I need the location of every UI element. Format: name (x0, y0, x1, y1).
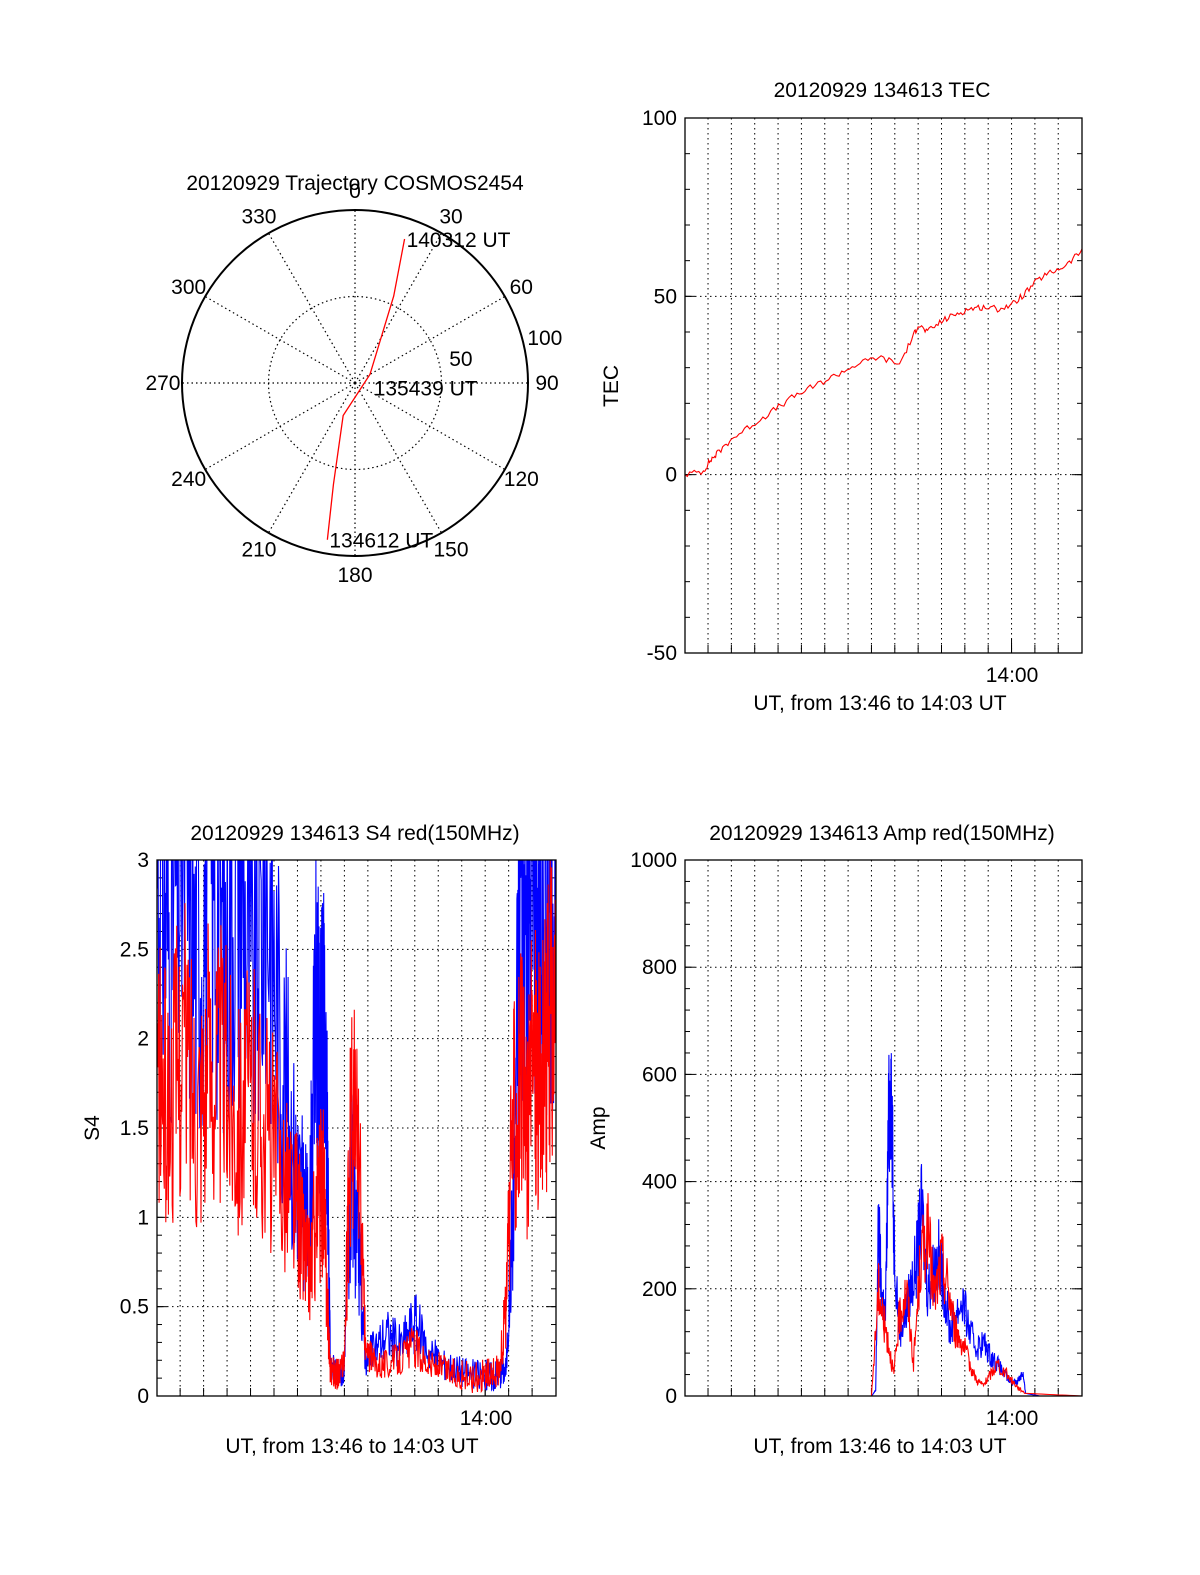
y-tick-label: 50 (654, 285, 677, 308)
s4-title: 20120929 134613 S4 red(150MHz) (190, 822, 519, 845)
s4-panel: 20120929 134613 S4 red(150MHz) S4 UT, fr… (81, 822, 557, 1458)
s4-xlabel: UT, from 13:46 to 14:03 UT (225, 1435, 478, 1458)
polar-angle-label: 0 (349, 180, 361, 203)
y-tick-label: 100 (642, 107, 677, 130)
s4-xtick-label: 14:00 (460, 1407, 513, 1430)
series-group (685, 1053, 1082, 1396)
y-tick-label: 2 (137, 1028, 149, 1051)
trajectory-line (326, 238, 406, 540)
y-tick-label: 1.5 (120, 1117, 149, 1140)
polar-spoke (354, 382, 506, 471)
polar-angle-label: 300 (171, 276, 206, 299)
polar-angle-label: 210 (241, 538, 276, 561)
y-tick-label: 1000 (630, 849, 677, 872)
y-tick-label: 200 (642, 1278, 677, 1301)
series-line-red (685, 248, 1082, 478)
polar-trajectory-panel: 20120929 Trajectory COSMOS2454 0 30 60 90 12… (145, 172, 562, 587)
polar-spoke (267, 382, 356, 534)
tec-xtick-label: 14:00 (986, 664, 1039, 687)
polar-angle-label: 180 (337, 564, 372, 587)
polar-grid (181, 209, 529, 557)
polar-spoke (354, 232, 443, 384)
tec-title: 20120929 134613 TEC (774, 79, 991, 102)
vertical-gridlines (707, 118, 1059, 653)
series-line-blue (157, 860, 556, 1392)
amp-title: 20120929 134613 Amp red(150MHz) (709, 822, 1055, 845)
horizontal-gridlines: -50 0 50 100 (642, 107, 1082, 665)
polar-angle-label: 330 (241, 206, 276, 229)
amp-xtick-label: 14:00 (986, 1407, 1039, 1430)
trajectory-time-label: 134612 UT (329, 530, 433, 553)
polar-spoke (267, 232, 356, 384)
polar-angle-label: 90 (535, 372, 558, 395)
plot-frame (684, 117, 1083, 654)
polar-spoke (204, 295, 356, 384)
polar-angle-label: 240 (171, 468, 206, 491)
y-tick-label: 800 (642, 956, 677, 979)
polar-spoke (354, 295, 506, 384)
polar-outer-circle (181, 209, 529, 557)
y-tick-label: 0.5 (120, 1296, 149, 1319)
polar-trajectory: 140312 UT 135439 UT 134612 UT (326, 229, 511, 553)
series-line-red (157, 860, 556, 1394)
series-line-blue (685, 1053, 1082, 1396)
y-tick-label: 400 (642, 1171, 677, 1194)
series-line-red (685, 1193, 1082, 1396)
horizontal-gridlines: 0 200 400 600 800 1000 (630, 849, 1082, 1408)
trajectory-time-label: 140312 UT (407, 229, 511, 252)
polar-spoke (204, 382, 356, 471)
s4-ylabel: S4 (81, 1115, 104, 1141)
y-tick-label: 0 (665, 1385, 677, 1408)
polar-angle-label: 30 (439, 206, 462, 229)
polar-angle-label: 150 (433, 538, 468, 561)
amp-panel: 20120929 134613 Amp red(150MHz) Amp UT, … (587, 822, 1083, 1458)
trajectory-time-label: 135439 UT (374, 377, 478, 400)
amp-ylabel: Amp (587, 1106, 610, 1149)
polar-radial-label: 50 (449, 348, 472, 371)
y-tick-label: 0 (665, 464, 677, 487)
plot-frame (684, 859, 1083, 1397)
series-group (685, 248, 1082, 478)
polar-angle-label: 60 (510, 276, 533, 299)
y-tick-label: 2.5 (120, 938, 149, 961)
series-group (157, 860, 556, 1394)
tec-panel: 20120929 134613 TEC TEC UT, from 13:46 t… (600, 79, 1083, 715)
y-tick-label: 1 (137, 1206, 149, 1229)
polar-angle-label: 120 (504, 468, 539, 491)
tec-xlabel: UT, from 13:46 to 14:03 UT (753, 692, 1006, 715)
plot-frame (156, 859, 557, 1397)
polar-angle-labels: 0 30 60 90 120 150 180 210 240 270 300 330 50 100 (145, 180, 562, 587)
tec-ylabel: TEC (600, 365, 623, 407)
y-tick-label: 3 (137, 849, 149, 872)
polar-angle-label: 270 (145, 372, 180, 395)
polar-radial-label: 100 (527, 327, 562, 350)
amp-xlabel: UT, from 13:46 to 14:03 UT (753, 1435, 1006, 1458)
y-tick-label: 0 (137, 1385, 149, 1408)
y-tick-label: -50 (647, 642, 677, 665)
y-tick-label: 600 (642, 1063, 677, 1086)
polar-title: 20120929 Trajectory COSMOS2454 (186, 172, 524, 195)
polar-spoke (354, 382, 443, 534)
